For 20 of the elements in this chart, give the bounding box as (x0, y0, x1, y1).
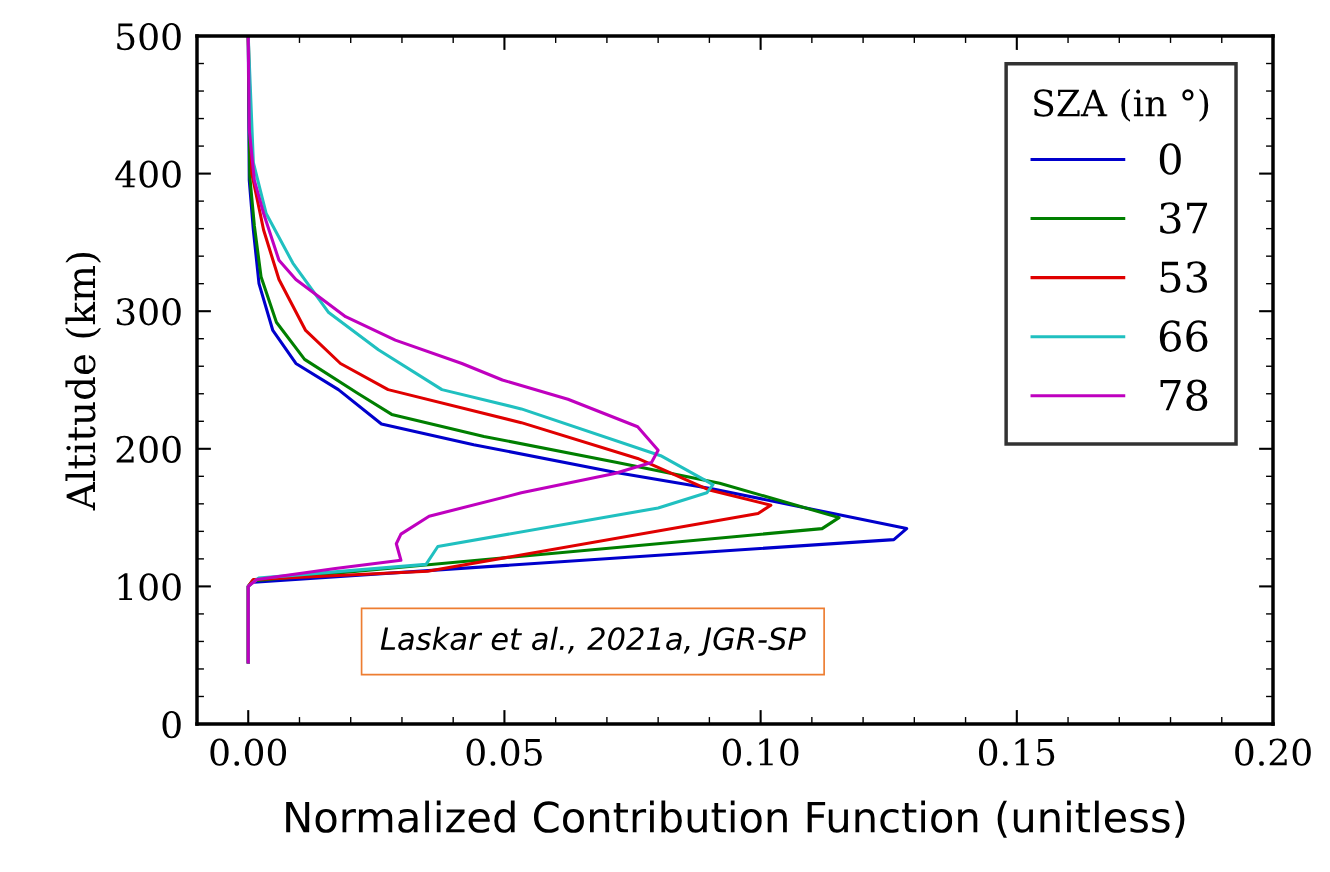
y-tick-label: 100 (118, 573, 181, 601)
y-tick-label: 500 (117, 22, 181, 51)
legend-label: 66 (1159, 320, 1208, 352)
legend-label: 78 (1160, 379, 1208, 411)
annotation: Laskar et al., 2021a, JGR-SP (380, 626, 806, 656)
legend-label: 0 (1159, 143, 1181, 175)
x-tick-label: 0.00 (210, 738, 287, 766)
x-tick-label: 0.10 (722, 738, 799, 766)
x-tick-label: 0.15 (978, 738, 1055, 766)
y-tick-label: 400 (115, 160, 181, 188)
x-tick-label: 0.20 (1235, 738, 1311, 766)
legend-title: SZA (in °) (1034, 88, 1209, 122)
y-tick-label: 0 (162, 710, 181, 739)
legend-label: 53 (1160, 261, 1207, 293)
legend-label: 37 (1160, 202, 1208, 234)
y-tick-label: 200 (116, 435, 181, 464)
y-tick-label: 300 (116, 298, 181, 326)
y-axis-title: Altitude (km) (65, 252, 102, 511)
x-tick-label: 0.05 (466, 738, 542, 766)
x-axis-title: Normalized Contribution Function (unitless) (286, 800, 1185, 838)
